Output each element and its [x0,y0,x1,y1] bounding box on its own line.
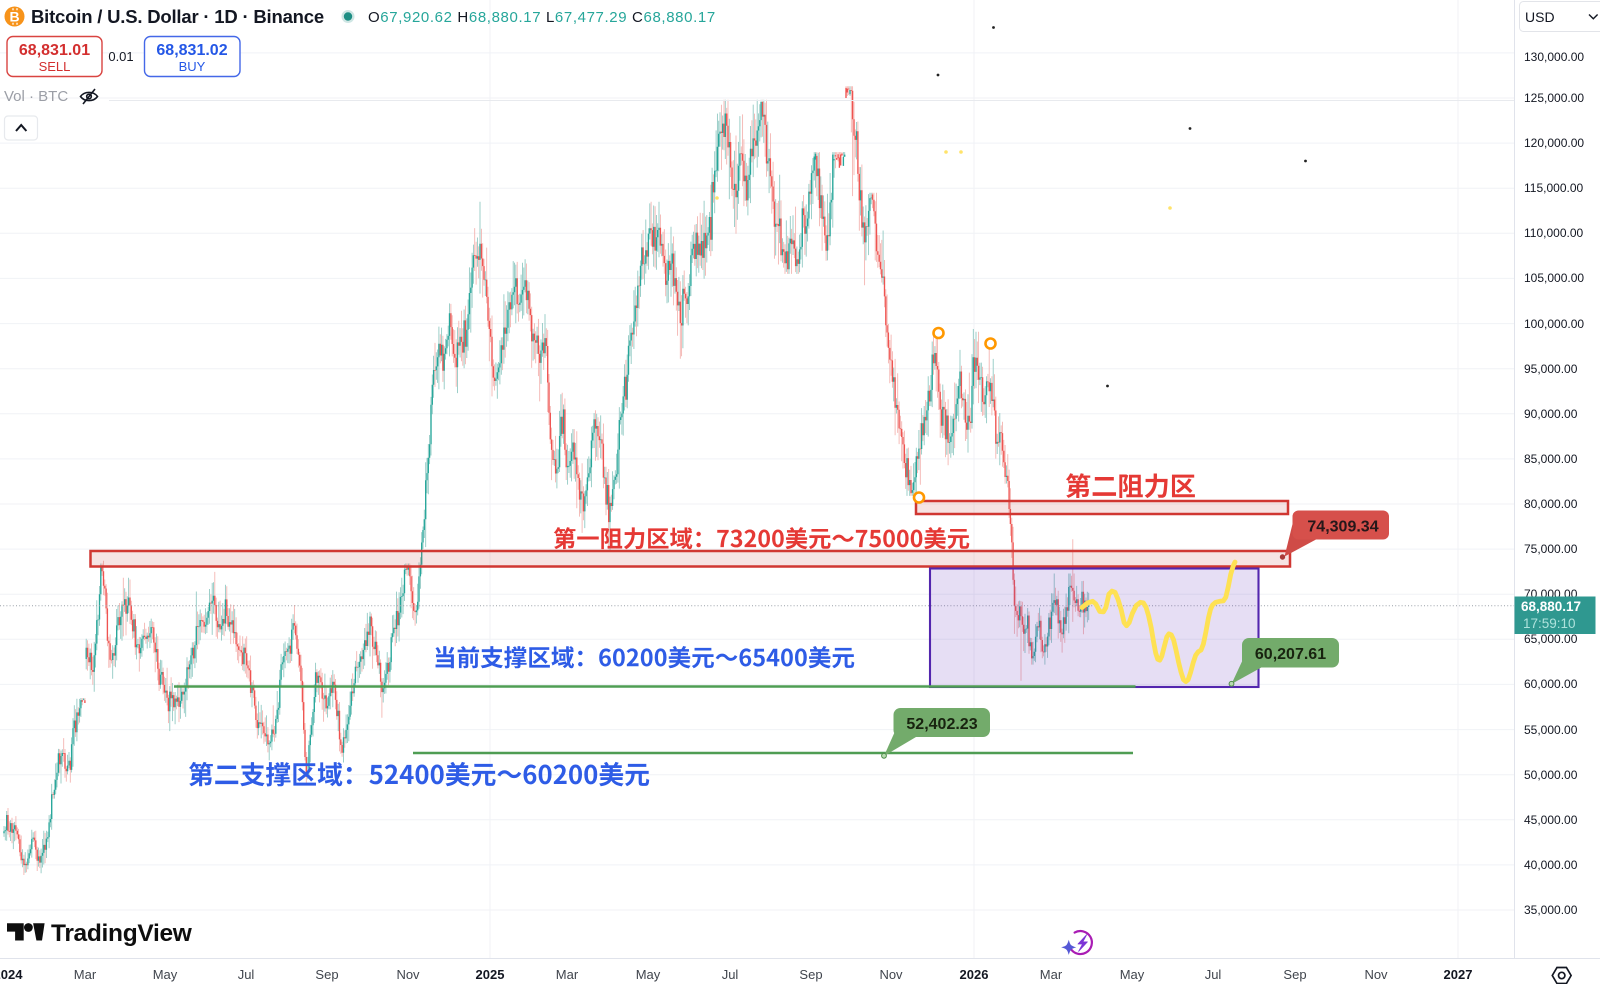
svg-text:60,207.61: 60,207.61 [1255,646,1326,663]
svg-text:130,000.00: 130,000.00 [1524,50,1584,64]
svg-text:Mar: Mar [74,967,97,982]
svg-text:68,831.01: 68,831.01 [19,42,90,59]
svg-text:2026: 2026 [960,967,989,982]
svg-text:May: May [1120,967,1145,982]
svg-text:2027: 2027 [1444,967,1473,982]
svg-text:Sep: Sep [1283,967,1306,982]
svg-text:Sep: Sep [799,967,822,982]
svg-text:Jul: Jul [238,967,255,982]
svg-text:65,000.00: 65,000.00 [1524,632,1578,646]
svg-text:TradingView: TradingView [51,920,193,947]
svg-text:110,000.00: 110,000.00 [1524,226,1583,240]
svg-text:68,880.17: 68,880.17 [1521,599,1581,614]
svg-text:May: May [636,967,661,982]
svg-text:B: B [9,9,19,25]
svg-text:BUY: BUY [179,59,206,74]
svg-text:Nov: Nov [879,967,903,982]
svg-text:USD: USD [1525,9,1555,25]
svg-text:Vol · BTC: Vol · BTC [4,88,68,105]
svg-text:120,000.00: 120,000.00 [1524,136,1584,150]
svg-text:40,000.00: 40,000.00 [1524,858,1578,872]
svg-text:85,000.00: 85,000.00 [1524,452,1578,466]
svg-text:80,000.00: 80,000.00 [1524,497,1578,511]
svg-text:50,000.00: 50,000.00 [1524,768,1578,782]
svg-text:100,000.00: 100,000.00 [1524,317,1584,331]
svg-text:60,000.00: 60,000.00 [1524,677,1578,691]
svg-text:52,402.23: 52,402.23 [906,716,977,733]
svg-text:Mar: Mar [1040,967,1063,982]
svg-text:0.01: 0.01 [108,49,133,64]
svg-text:Sep: Sep [315,967,338,982]
svg-text:17:59:10: 17:59:10 [1523,616,1576,631]
svg-text:Nov: Nov [396,967,420,982]
svg-text:74,309.34: 74,309.34 [1307,519,1378,536]
svg-text:90,000.00: 90,000.00 [1524,407,1578,421]
svg-text:May: May [153,967,178,982]
svg-text:35,000.00: 35,000.00 [1524,903,1578,917]
svg-text:95,000.00: 95,000.00 [1524,362,1578,376]
svg-text:Nov: Nov [1364,967,1388,982]
svg-text:Bitcoin / U.S. Dollar · 1D · B: Bitcoin / U.S. Dollar · 1D · Binance [31,6,324,27]
svg-text:Jul: Jul [722,967,739,982]
svg-text:2024: 2024 [0,967,23,982]
svg-text:115,000.00: 115,000.00 [1524,181,1583,195]
svg-text:45,000.00: 45,000.00 [1524,813,1578,827]
svg-text:Jul: Jul [1205,967,1222,982]
svg-text:SELL: SELL [39,59,71,74]
svg-text:68,831.02: 68,831.02 [156,42,227,59]
svg-text:75,000.00: 75,000.00 [1524,542,1578,556]
svg-text:105,000.00: 105,000.00 [1524,271,1584,285]
svg-text:125,000.00: 125,000.00 [1524,91,1584,105]
svg-text:Mar: Mar [556,967,579,982]
svg-text:2025: 2025 [476,967,505,982]
svg-text:O67,920.62 H68,880.17 L67,477.: O67,920.62 H68,880.17 L67,477.29 C68,880… [368,9,716,26]
svg-text:55,000.00: 55,000.00 [1524,723,1578,737]
